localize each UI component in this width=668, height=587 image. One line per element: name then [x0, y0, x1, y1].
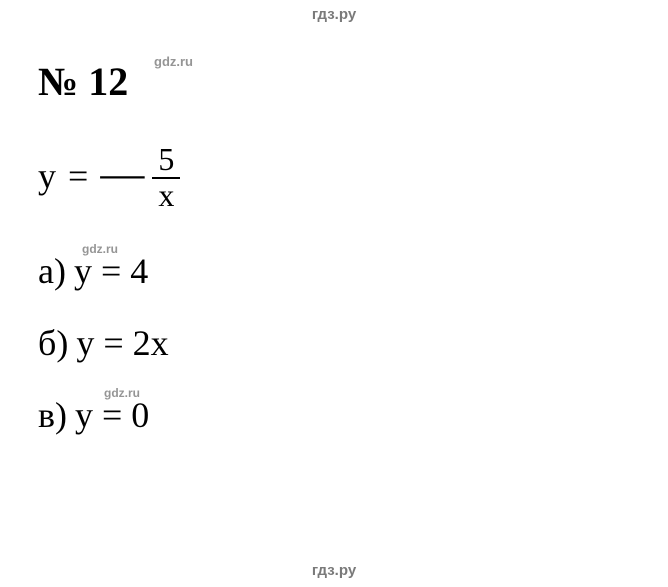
item-b: б) y = 2x	[38, 322, 180, 364]
problem-number: № 12 gdz.ru	[38, 58, 180, 105]
item-b-expression: y = 2x	[76, 322, 168, 364]
content-region: № 12 gdz.ru y = — 5 x gdz.ru а) y = 4 б)…	[38, 58, 180, 436]
inline-watermark: gdz.ru	[82, 242, 118, 256]
item-v: gdz.ru в) y = 0	[38, 394, 180, 436]
item-v-label: в)	[38, 394, 67, 436]
number-sign: №	[38, 58, 78, 105]
fraction-denominator: x	[152, 179, 180, 213]
item-a-label: а)	[38, 250, 66, 292]
item-a-expression: y = 4	[74, 250, 148, 292]
main-equation: y = — 5 x	[38, 141, 180, 210]
equation-fraction: 5 x	[152, 143, 180, 212]
number-value: 12	[88, 58, 128, 105]
item-a: gdz.ru а) y = 4	[38, 250, 180, 292]
item-b-label: б)	[38, 322, 68, 364]
item-v-expression: y = 0	[75, 394, 149, 436]
equation-lhs: y	[38, 155, 56, 197]
inline-watermark: gdz.ru	[154, 54, 193, 69]
equation-negative-sign: —	[100, 163, 144, 185]
footer-watermark: гдз.ру	[312, 562, 356, 579]
inline-watermark: gdz.ru	[104, 386, 140, 400]
fraction-numerator: 5	[152, 143, 180, 177]
header-watermark: гдз.ру	[312, 6, 356, 23]
equation-equals: =	[68, 155, 88, 197]
